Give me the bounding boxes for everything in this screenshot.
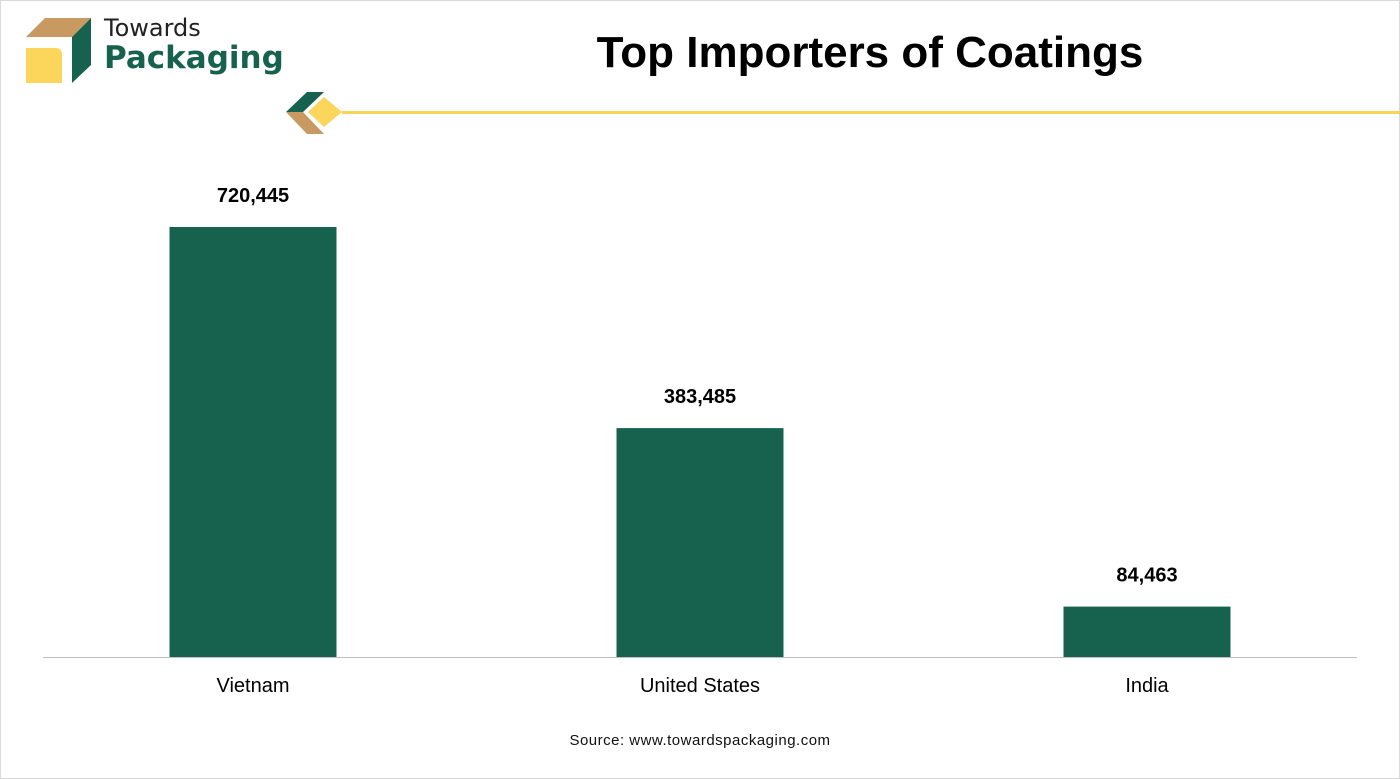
chart-title: Top Importers of Coatings <box>596 28 1144 77</box>
logo-icon <box>26 18 91 83</box>
data-label: 383,485 <box>664 386 736 408</box>
bar-2 <box>1063 606 1231 657</box>
accent-line <box>342 111 1400 114</box>
logo-text-towards: Towards <box>104 14 201 42</box>
category-label: India <box>1125 675 1169 697</box>
data-label: 720,445 <box>217 185 289 207</box>
bar-0 <box>169 227 337 657</box>
data-label: 84,463 <box>1116 565 1177 587</box>
source-note: Source: www.towardspackaging.com <box>569 732 831 749</box>
bar-1 <box>616 428 784 657</box>
logo-text-packaging: Packaging <box>104 40 284 76</box>
category-label: Vietnam <box>216 675 289 697</box>
category-label: United States <box>640 675 760 697</box>
decorative-chevron-icon <box>286 92 342 134</box>
